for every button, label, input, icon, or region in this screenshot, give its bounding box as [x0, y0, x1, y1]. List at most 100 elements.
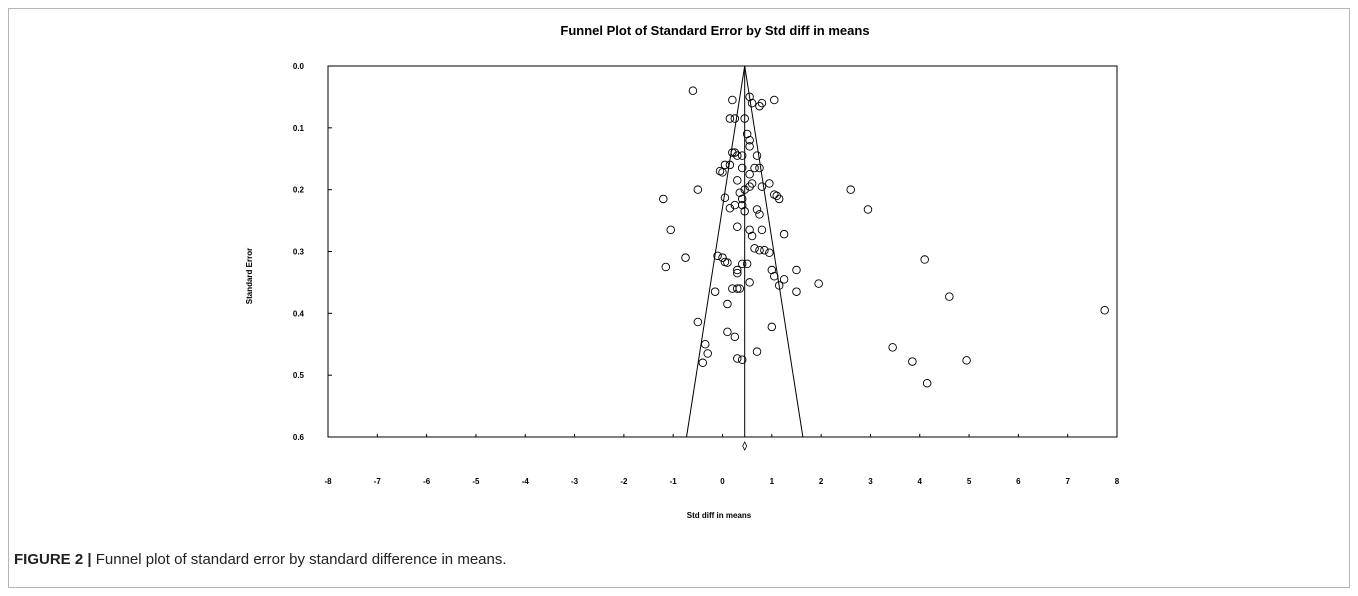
y-tick-label: 0.5: [293, 371, 305, 380]
study-point: [725, 203, 735, 213]
study-point: [720, 160, 730, 170]
study-point: [693, 185, 703, 194]
study-point: [779, 229, 789, 239]
study-point: [755, 163, 764, 173]
study-point: [742, 259, 752, 269]
study-point: [725, 114, 735, 123]
study-point: [728, 95, 737, 105]
study-point: [740, 114, 749, 123]
x-tick-label: -5: [472, 477, 480, 486]
study-point: [792, 265, 801, 275]
study-point: [733, 284, 742, 293]
study-point: [718, 253, 727, 262]
study-point: [765, 179, 774, 188]
study-point: [863, 205, 873, 214]
x-tick-label: -4: [522, 477, 530, 486]
study-point: [730, 332, 740, 342]
chart-title: Funnel Plot of Standard Error by Std dif…: [560, 23, 869, 38]
study-point: [750, 163, 759, 173]
study-point: [814, 279, 823, 288]
x-tick-label: -7: [374, 477, 382, 486]
study-point: [693, 317, 703, 327]
study-point: [752, 347, 762, 356]
study-point: [733, 265, 742, 275]
study-point: [713, 251, 722, 261]
study-point: [725, 160, 735, 170]
study-point: [752, 151, 762, 160]
study-point: [962, 356, 971, 365]
y-tick-label: 0.6: [293, 433, 305, 442]
study-point: [737, 355, 747, 364]
study-point: [745, 169, 754, 179]
study-point: [745, 142, 754, 151]
x-tick-label: 4: [918, 477, 923, 486]
study-point: [659, 194, 668, 204]
x-tick-label: -1: [670, 477, 678, 486]
study-point: [723, 258, 732, 267]
x-tick-label: 3: [868, 477, 873, 486]
x-tick-label: 1: [770, 477, 775, 486]
study-point: [720, 193, 730, 202]
x-tick-label: -2: [620, 477, 628, 486]
funnel-chart: Funnel Plot of Standard Error by Std dif…: [245, 23, 1120, 520]
x-tick-label: 0: [720, 477, 725, 486]
study-point: [770, 95, 779, 105]
y-tick-label: 0.4: [293, 309, 305, 318]
study-point: [698, 358, 708, 368]
study-point: [779, 275, 789, 284]
study-point: [888, 343, 897, 352]
study-point: [737, 151, 747, 160]
y-tick-label: 0.3: [293, 248, 305, 257]
study-point: [846, 185, 855, 194]
study-point: [735, 188, 745, 198]
study-point: [757, 98, 767, 108]
study-point: [767, 322, 777, 332]
study-point: [757, 182, 767, 191]
x-tick-label: 5: [967, 477, 972, 486]
study-point: [745, 135, 754, 145]
y-axis-label: Standard Error: [245, 248, 254, 304]
figure-caption: FIGURE 2 | Funnel plot of standard error…: [14, 551, 507, 568]
x-tick-label: 2: [819, 477, 824, 486]
study-point: [750, 244, 759, 253]
x-tick-label: -8: [324, 477, 332, 486]
y-tick-label: 0.0: [293, 62, 305, 71]
study-point: [747, 98, 757, 108]
figure-caption-text: Funnel plot of standard error by standar…: [91, 551, 507, 568]
figure-frame: [8, 8, 1350, 588]
study-point: [737, 163, 747, 173]
study-point: [755, 210, 764, 219]
study-point: [730, 114, 740, 123]
study-point: [666, 225, 675, 235]
y-tick-label: 0.2: [293, 186, 305, 195]
study-point: [747, 231, 757, 241]
study-point: [733, 222, 742, 232]
study-point: [755, 101, 764, 111]
study-point: [908, 357, 917, 366]
study-point: [730, 200, 740, 210]
study-point: [745, 278, 754, 287]
study-point: [765, 248, 774, 257]
summary-diamond: [742, 441, 748, 451]
study-point: [792, 287, 801, 296]
study-point: [681, 253, 690, 262]
study-point: [728, 148, 737, 157]
study-point: [733, 268, 742, 278]
study-point: [945, 292, 954, 301]
study-point: [760, 246, 769, 255]
study-point: [740, 185, 749, 194]
study-point: [733, 151, 742, 160]
study-point: [745, 182, 754, 191]
x-axis-label: Std diff in means: [687, 511, 752, 520]
study-point: [737, 259, 747, 269]
study-point: [757, 225, 767, 235]
study-point: [770, 271, 779, 281]
study-point: [730, 148, 740, 157]
study-point: [710, 287, 720, 296]
study-point: [920, 255, 929, 264]
study-point: [700, 340, 710, 349]
x-tick-label: 8: [1115, 477, 1120, 486]
study-point: [774, 194, 784, 204]
study-point: [922, 378, 932, 388]
x-tick-label: 6: [1016, 477, 1021, 486]
